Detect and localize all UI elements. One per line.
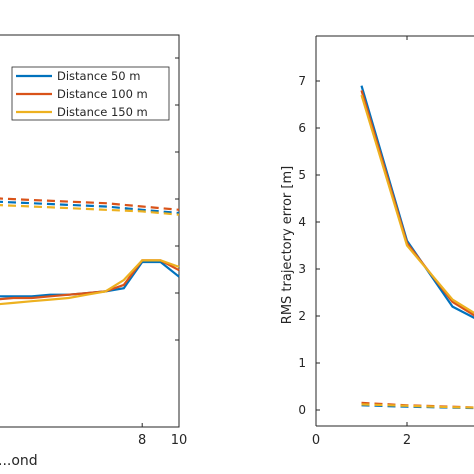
left-series-line-dashed-3 bbox=[0, 200, 180, 215]
right-y-tick-label: 4 bbox=[298, 215, 306, 229]
right-y-tick-label: 1 bbox=[298, 356, 306, 370]
right-series-line-distance-50-m bbox=[360, 85, 474, 319]
right-y-tick-label: 7 bbox=[298, 74, 306, 88]
legend-label-100m: Distance 100 m bbox=[57, 87, 148, 101]
left-x-tick-label: 8 bbox=[138, 433, 146, 448]
right-series-line-distance-150-m bbox=[360, 94, 474, 315]
left-series-group bbox=[0, 197, 180, 306]
left-y-ticks bbox=[175, 57, 179, 341]
right-y-tick-label: 0 bbox=[298, 403, 306, 417]
left-chart-panel: 8 10 ...ond Distance 50 m Distance 100 m … bbox=[0, 34, 187, 469]
left-series-line-distance-150-m bbox=[0, 259, 180, 306]
legend-label-50m: Distance 50 m bbox=[57, 69, 140, 83]
right-series-line-distance-100-m bbox=[360, 90, 474, 317]
left-series-line-dashed-4 bbox=[0, 197, 180, 211]
right-x-tick-label: 2 bbox=[403, 433, 411, 448]
left-series-line-dashed-5 bbox=[0, 204, 180, 216]
right-y-ticks: 0 1 2 3 4 5 6 7 bbox=[298, 74, 320, 417]
legend: Distance 50 m Distance 100 m Distance 15… bbox=[11, 66, 170, 121]
left-series-line-distance-50-m bbox=[0, 260, 180, 298]
right-y-tick-label: 5 bbox=[298, 168, 306, 182]
right-series-line-dashed-5 bbox=[361, 403, 474, 409]
right-y-tick-label: 6 bbox=[298, 121, 306, 135]
legend-label-150m: Distance 150 m bbox=[57, 105, 148, 119]
left-plot-frame bbox=[0, 34, 180, 428]
left-x-tick-label: 10 bbox=[171, 433, 188, 448]
right-y-tick-label: 2 bbox=[298, 309, 306, 323]
left-x-ticks: 8 10 bbox=[138, 423, 187, 448]
right-y-axis-label: RMS trajectory error [m] bbox=[280, 166, 295, 324]
right-x-tick-label: 0 bbox=[312, 433, 320, 448]
right-series-group bbox=[360, 85, 474, 410]
right-y-tick-label: 3 bbox=[298, 262, 306, 276]
left-x-axis-label: ...ond bbox=[0, 453, 38, 469]
